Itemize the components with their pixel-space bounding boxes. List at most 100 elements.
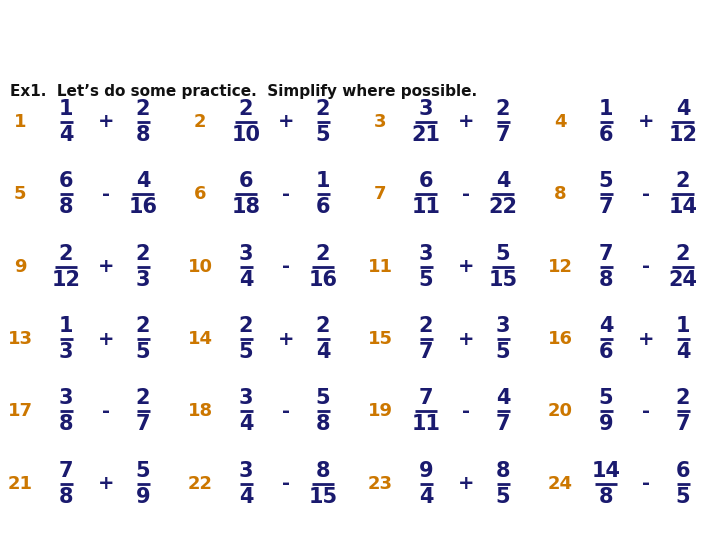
- Text: 3: 3: [136, 269, 150, 289]
- Text: +: +: [458, 257, 474, 276]
- Text: 4: 4: [676, 342, 690, 362]
- Text: 4: 4: [554, 113, 566, 131]
- Text: 3: 3: [419, 99, 433, 119]
- Text: +: +: [98, 329, 114, 348]
- Text: 4: 4: [419, 487, 433, 507]
- Text: 12: 12: [668, 125, 698, 145]
- Text: 14: 14: [668, 197, 698, 217]
- Text: 4: 4: [239, 414, 253, 434]
- Text: 15: 15: [488, 269, 518, 289]
- Text: 5: 5: [315, 125, 330, 145]
- Text: 3: 3: [374, 113, 386, 131]
- Text: 18: 18: [187, 402, 212, 421]
- Text: 1: 1: [316, 171, 330, 191]
- Text: 3: 3: [239, 461, 253, 481]
- Text: 8: 8: [59, 414, 73, 434]
- Text: 3: 3: [239, 244, 253, 264]
- Text: +: +: [638, 112, 654, 131]
- Text: 8: 8: [554, 185, 567, 203]
- Text: 2: 2: [136, 316, 150, 336]
- Text: +: +: [278, 112, 294, 131]
- Text: 1: 1: [59, 99, 73, 119]
- Text: +: +: [458, 329, 474, 348]
- Text: 7: 7: [676, 414, 690, 434]
- Text: -: -: [642, 185, 650, 204]
- Text: -: -: [462, 402, 470, 421]
- Text: -: -: [642, 257, 650, 276]
- Text: 5: 5: [495, 244, 510, 264]
- Text: 4: 4: [136, 171, 150, 191]
- Text: 16: 16: [128, 197, 158, 217]
- Text: 3: 3: [59, 388, 73, 408]
- Text: 6: 6: [59, 171, 73, 191]
- Text: 2: 2: [676, 244, 690, 264]
- Text: 6: 6: [599, 125, 613, 145]
- Text: 4: 4: [316, 342, 330, 362]
- Text: -: -: [282, 402, 290, 421]
- Text: 3: 3: [59, 342, 73, 362]
- Text: 2: 2: [419, 316, 433, 336]
- Text: 7: 7: [496, 414, 510, 434]
- Text: 7: 7: [136, 414, 150, 434]
- Text: 22: 22: [187, 475, 212, 493]
- Text: 12: 12: [547, 258, 572, 275]
- Text: 5: 5: [495, 487, 510, 507]
- Text: 11: 11: [412, 414, 441, 434]
- Text: 11: 11: [412, 197, 441, 217]
- Text: 5: 5: [675, 487, 690, 507]
- Text: 23: 23: [367, 475, 392, 493]
- Text: 21: 21: [7, 475, 32, 493]
- Text: 5: 5: [135, 461, 150, 481]
- Text: 6: 6: [676, 461, 690, 481]
- Text: -: -: [642, 402, 650, 421]
- Text: 1: 1: [14, 113, 26, 131]
- Text: -: -: [282, 257, 290, 276]
- Text: Ex1.  Let’s do some practice.  Simplify where possible.: Ex1. Let’s do some practice. Simplify wh…: [10, 84, 477, 99]
- Text: 19: 19: [367, 402, 392, 421]
- Text: +: +: [458, 474, 474, 494]
- Text: 2: 2: [316, 316, 330, 336]
- Text: 8: 8: [599, 269, 613, 289]
- Text: 4: 4: [496, 388, 510, 408]
- Text: 8: 8: [316, 461, 330, 481]
- Text: 11: 11: [367, 258, 392, 275]
- Text: Adding and Subtracting Fractions: Adding and Subtracting Fractions: [9, 18, 641, 52]
- Text: 20: 20: [547, 402, 572, 421]
- Text: 12: 12: [52, 269, 81, 289]
- Text: 13: 13: [7, 330, 32, 348]
- Text: 5: 5: [239, 342, 253, 362]
- Text: 8: 8: [496, 461, 510, 481]
- Text: 4: 4: [496, 171, 510, 191]
- Text: -: -: [462, 185, 470, 204]
- Text: 16: 16: [308, 269, 338, 289]
- Text: 14: 14: [187, 330, 212, 348]
- Text: 2: 2: [316, 244, 330, 264]
- Text: 8: 8: [599, 487, 613, 507]
- Text: 5: 5: [599, 171, 613, 191]
- Text: 3: 3: [496, 316, 510, 336]
- Text: 9: 9: [599, 414, 613, 434]
- Text: 5: 5: [495, 342, 510, 362]
- Text: 6: 6: [194, 185, 206, 203]
- Text: 3: 3: [239, 388, 253, 408]
- Text: 17: 17: [7, 402, 32, 421]
- Text: 2: 2: [59, 244, 73, 264]
- Text: 8: 8: [316, 414, 330, 434]
- Text: -: -: [642, 474, 650, 494]
- Text: 4: 4: [59, 125, 73, 145]
- Text: 7: 7: [496, 125, 510, 145]
- Text: 5: 5: [315, 388, 330, 408]
- Text: 8: 8: [59, 197, 73, 217]
- Text: 9: 9: [135, 487, 150, 507]
- Text: 1: 1: [59, 316, 73, 336]
- Text: +: +: [458, 112, 474, 131]
- Text: 4: 4: [599, 316, 613, 336]
- Text: 7: 7: [599, 244, 613, 264]
- Text: 6: 6: [419, 171, 433, 191]
- Text: 5: 5: [599, 388, 613, 408]
- Text: 4: 4: [676, 99, 690, 119]
- Text: 2: 2: [194, 113, 206, 131]
- Text: 1: 1: [599, 99, 613, 119]
- Text: 10: 10: [187, 258, 212, 275]
- Text: 8: 8: [59, 487, 73, 507]
